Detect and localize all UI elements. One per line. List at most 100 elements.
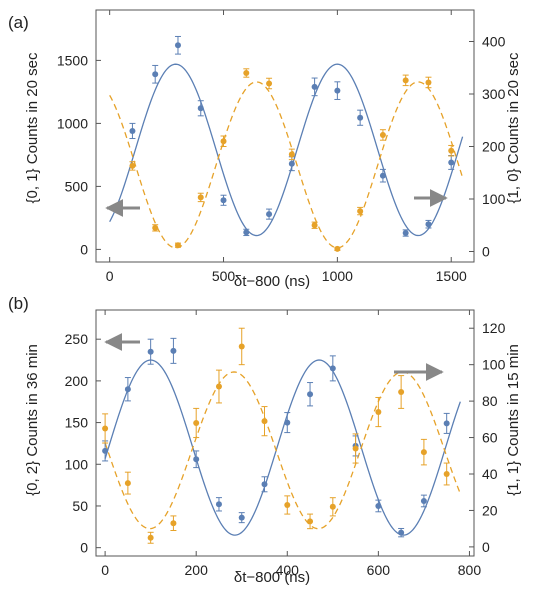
data-point-orange-a — [379, 131, 386, 138]
points-b — [102, 327, 450, 544]
data-point-blue-a — [288, 160, 295, 167]
y-tick-label-right-b: 60 — [482, 430, 498, 446]
y-tick-label-right-a: 400 — [482, 34, 506, 50]
data-point-blue-b — [375, 502, 382, 509]
plot-frame-a — [95, 9, 475, 263]
y-tick-label-left-b: 150 — [65, 415, 89, 431]
ticks-a: 0 500 1000 1500 0 500 1000 1500 0 100 200 300 400 — [57, 10, 506, 284]
data-point-orange-b — [443, 471, 450, 477]
data-point-orange-b — [102, 425, 109, 432]
data-point-blue-b — [307, 391, 314, 398]
x-tick-label-b: 800 — [458, 562, 482, 578]
plot-frame-b — [95, 309, 475, 557]
data-point-blue-a — [402, 230, 409, 237]
data-point-orange-a — [425, 79, 432, 86]
data-point-orange-a — [448, 147, 455, 154]
y-tick-label-right-b: 120 — [482, 320, 506, 336]
data-point-blue-a — [152, 71, 159, 78]
data-point-orange-b — [124, 480, 131, 487]
points-a — [129, 35, 455, 252]
x-tick-label-b: 0 — [101, 562, 109, 578]
data-point-orange-b — [147, 534, 154, 541]
data-point-orange-a — [197, 194, 204, 201]
y-tick-label-left-b: 250 — [65, 331, 89, 347]
data-point-blue-b — [170, 347, 177, 354]
data-point-orange-a — [266, 80, 273, 87]
data-point-blue-a — [243, 229, 250, 236]
y-tick-label-left-b: 200 — [65, 373, 89, 389]
data-point-orange-a — [311, 222, 318, 229]
y-tick-label-left-b: 50 — [72, 498, 88, 514]
x-tick-label-a: 1000 — [322, 268, 353, 284]
y-tick-label-left-a: 500 — [65, 178, 89, 194]
fit-curve-blue-b — [104, 359, 461, 536]
data-point-orange-a — [243, 70, 250, 76]
data-point-blue-b — [193, 456, 200, 463]
x-tick-label-b: 600 — [367, 562, 391, 578]
data-point-orange-b — [420, 449, 427, 456]
x-tick-label-a: 0 — [106, 268, 114, 284]
data-point-orange-b — [398, 389, 405, 395]
data-point-blue-a — [129, 127, 136, 134]
data-point-orange-b — [307, 518, 314, 525]
data-point-blue-b — [147, 348, 154, 355]
y-tick-label-left-a: 1000 — [57, 115, 88, 131]
data-point-orange-a — [288, 151, 295, 158]
data-point-orange-a — [174, 242, 181, 249]
y-tick-label-right-a: 100 — [482, 191, 506, 207]
data-point-blue-a — [357, 114, 364, 121]
fit-curve-orange-b — [104, 371, 461, 530]
data-point-orange-a — [334, 245, 341, 252]
data-point-blue-a — [266, 211, 273, 218]
data-point-orange-b — [238, 343, 245, 350]
y-axis-label-right-a: {1, 0} Counts in 20 sec — [505, 52, 522, 203]
y-tick-label-left-b: 100 — [65, 456, 89, 472]
data-point-blue-b — [443, 420, 450, 427]
data-point-blue-b — [261, 481, 268, 488]
data-point-orange-b — [215, 383, 222, 390]
x-axis-label-a: δt−800 (ns) — [234, 273, 310, 290]
data-point-orange-b — [261, 418, 268, 425]
ticks-b: 0 200 400 600 800050100150200250020406080100… — [65, 310, 506, 578]
y-tick-label-right-a: 0 — [482, 244, 490, 260]
data-point-orange-a — [220, 138, 227, 145]
data-point-blue-b — [398, 529, 405, 536]
fit-curve-blue-a — [109, 63, 464, 237]
y-tick-label-right-b: 80 — [482, 393, 498, 409]
data-point-orange-a — [402, 77, 409, 84]
data-point-blue-a — [197, 105, 204, 112]
y-tick-label-right-a: 200 — [482, 139, 506, 155]
data-point-blue-a — [425, 221, 432, 228]
y-tick-label-left-a: 1500 — [57, 52, 88, 68]
fits-a — [109, 63, 464, 249]
data-point-blue-b — [124, 386, 131, 393]
y-tick-label-left-a: 0 — [80, 241, 88, 257]
data-point-blue-b — [284, 419, 291, 426]
data-point-blue-a — [220, 197, 227, 204]
x-tick-label-a: 500 — [212, 268, 236, 284]
y-tick-label-left-b: 0 — [80, 540, 88, 556]
data-point-blue-a — [334, 87, 341, 94]
data-point-blue-a — [379, 172, 386, 179]
fits-b — [104, 359, 461, 536]
data-point-blue-b — [215, 501, 222, 508]
data-point-blue-a — [174, 42, 181, 49]
x-tick-label-a: 1500 — [436, 268, 467, 284]
data-point-orange-a — [152, 224, 159, 231]
data-point-blue-a — [448, 159, 455, 166]
y-tick-label-right-b: 20 — [482, 502, 498, 518]
data-point-blue-b — [102, 447, 109, 454]
y-axis-label-right-b: {1, 1} Counts in 15 min — [505, 344, 522, 496]
x-tick-label-b: 400 — [276, 562, 300, 578]
panel-a: (a) 0 500 1000 1500 0 500 1000 1500 0 100 200 300 40… — [8, 9, 522, 290]
data-point-blue-a — [311, 83, 318, 90]
data-point-orange-a — [357, 208, 364, 215]
y-tick-label-right-b: 100 — [482, 357, 506, 373]
data-point-orange-b — [352, 445, 359, 452]
data-point-orange-a — [129, 162, 136, 169]
data-point-orange-b — [329, 503, 336, 510]
y-tick-label-right-b: 40 — [482, 466, 498, 482]
fit-curve-orange-a — [109, 81, 464, 249]
x-axis-label-b: δt−800 (ns) — [234, 569, 310, 586]
